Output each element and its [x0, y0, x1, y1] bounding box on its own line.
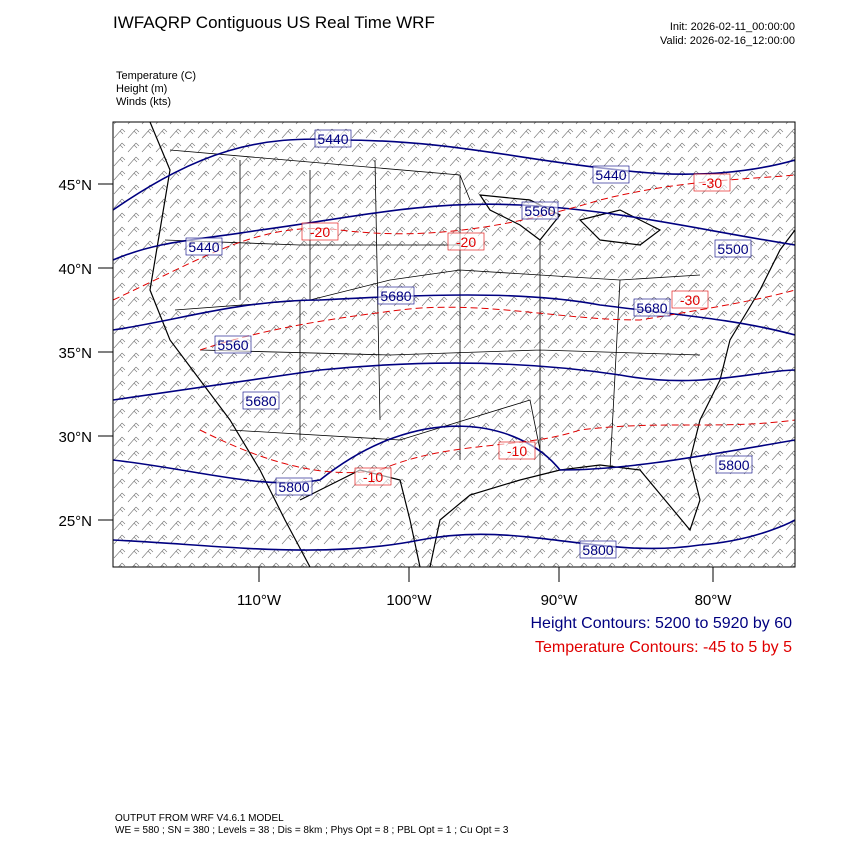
valid-time: Valid: 2026-02-16_12:00:00: [660, 35, 795, 47]
model-settings: WE = 580 ; SN = 380 ; Levels = 38 ; Dis …: [115, 825, 509, 836]
height-label: 5440: [188, 239, 219, 255]
axis-ticks: 45°N 40°N 35°N 30°N 25°N 110°W 100°W 90°W 80°W: [58, 177, 732, 609]
lat-label: 30°N: [58, 429, 92, 446]
height-label: 5800: [582, 542, 613, 558]
height-label-box: [592, 165, 630, 184]
height-contour: [113, 362, 795, 401]
temp-label-box: [301, 222, 339, 241]
height-label-box: [377, 286, 415, 305]
height-label: 5800: [718, 457, 749, 473]
contour-labels: 5440 5440 5440 5560 5500 5680 5680 5560 5680 5800…: [185, 129, 753, 559]
height-label: 5680: [245, 393, 276, 409]
height-contour: [113, 519, 795, 551]
height-label-box: [579, 540, 617, 559]
height-label-box: [214, 335, 252, 354]
temp-label: -10: [363, 469, 383, 485]
height-label-box: [633, 298, 671, 317]
height-label: 5560: [524, 203, 555, 219]
height-contour: [113, 294, 795, 336]
temp-label-box: [447, 232, 485, 251]
field-label: Winds (kts): [116, 96, 171, 108]
height-label-box: [714, 239, 752, 258]
field-label: Temperature (C): [116, 70, 196, 82]
height-contour: [113, 425, 795, 484]
height-label-box: [521, 201, 559, 220]
temp-legend: Temperature Contours: -45 to 5 by 5: [535, 639, 792, 656]
height-label: 5440: [317, 131, 348, 147]
lat-label: 35°N: [58, 345, 92, 362]
lon-label: 100°W: [386, 592, 432, 609]
temp-label: -20: [456, 234, 476, 250]
height-label-box: [314, 129, 352, 148]
lon-label: 90°W: [541, 592, 579, 609]
lon-label: 80°W: [695, 592, 733, 609]
map-frame: [112, 121, 796, 568]
temp-contour: [199, 289, 795, 351]
field-label: Height (m): [116, 83, 167, 95]
temp-label-box: [671, 290, 709, 309]
height-label: 5500: [717, 241, 748, 257]
lat-label: 45°N: [58, 177, 92, 194]
height-label: 5680: [636, 300, 667, 316]
temp-label-box: [354, 467, 392, 486]
temp-label: -30: [702, 175, 722, 191]
temp-contour: [199, 419, 795, 474]
lon-label: 110°W: [237, 592, 282, 609]
temp-label-box: [693, 173, 731, 192]
height-label: 5440: [595, 167, 626, 183]
lat-label: 25°N: [58, 513, 92, 530]
model-info: OUTPUT FROM WRF V4.6.1 MODEL: [115, 813, 284, 824]
height-label-box: [715, 455, 753, 474]
height-label: 5800: [278, 479, 309, 495]
lat-label: 40°N: [58, 261, 92, 278]
temp-label: -30: [680, 292, 700, 308]
height-label: 5560: [217, 337, 248, 353]
height-label-box: [242, 391, 280, 410]
height-contour: [113, 138, 795, 211]
temp-label: -20: [310, 224, 330, 240]
height-label: 5680: [380, 288, 411, 304]
height-label-box: [275, 477, 313, 496]
init-time: Init: 2026-02-11_00:00:00: [670, 21, 795, 33]
title: IWFAQRP Contiguous US Real Time WRF: [113, 13, 435, 32]
height-label-box: [185, 237, 223, 256]
temp-label-box: [498, 441, 536, 460]
temp-label: -10: [507, 443, 527, 459]
height-legend: Height Contours: 5200 to 5920 by 60: [530, 615, 792, 632]
